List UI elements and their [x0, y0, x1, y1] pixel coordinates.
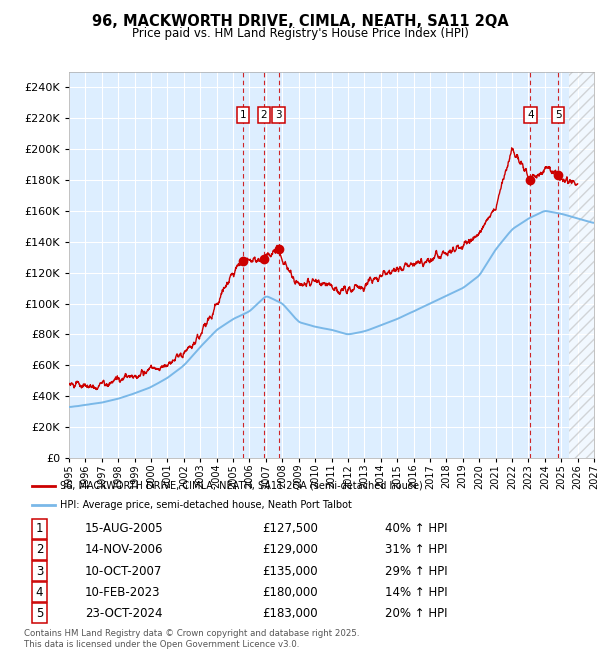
Text: 96, MACKWORTH DRIVE, CIMLA, NEATH, SA11 2QA (semi-detached house): 96, MACKWORTH DRIVE, CIMLA, NEATH, SA11 …	[60, 481, 423, 491]
Text: 1: 1	[36, 522, 43, 535]
Text: 10-FEB-2023: 10-FEB-2023	[85, 586, 161, 599]
Text: 31% ↑ HPI: 31% ↑ HPI	[385, 543, 447, 556]
Text: HPI: Average price, semi-detached house, Neath Port Talbot: HPI: Average price, semi-detached house,…	[60, 500, 352, 510]
Text: 10-OCT-2007: 10-OCT-2007	[85, 564, 163, 577]
Text: £183,000: £183,000	[263, 607, 318, 620]
Text: 29% ↑ HPI: 29% ↑ HPI	[385, 564, 448, 577]
Text: 40% ↑ HPI: 40% ↑ HPI	[385, 522, 447, 535]
Text: 2: 2	[260, 110, 267, 120]
Text: 23-OCT-2024: 23-OCT-2024	[85, 607, 163, 620]
Text: £129,000: £129,000	[263, 543, 319, 556]
Text: Contains HM Land Registry data © Crown copyright and database right 2025.
This d: Contains HM Land Registry data © Crown c…	[24, 629, 359, 649]
Text: 5: 5	[555, 110, 562, 120]
Text: 20% ↑ HPI: 20% ↑ HPI	[385, 607, 447, 620]
Bar	[569, 56, 594, 458]
Text: 3: 3	[36, 564, 43, 577]
Text: 15-AUG-2005: 15-AUG-2005	[85, 522, 164, 535]
Text: Price paid vs. HM Land Registry's House Price Index (HPI): Price paid vs. HM Land Registry's House …	[131, 27, 469, 40]
Text: 5: 5	[36, 607, 43, 620]
Text: 14% ↑ HPI: 14% ↑ HPI	[385, 586, 448, 599]
Text: £180,000: £180,000	[263, 586, 318, 599]
Text: 96, MACKWORTH DRIVE, CIMLA, NEATH, SA11 2QA: 96, MACKWORTH DRIVE, CIMLA, NEATH, SA11 …	[92, 14, 508, 29]
Text: £127,500: £127,500	[263, 522, 319, 535]
Text: 1: 1	[240, 110, 247, 120]
Text: 3: 3	[275, 110, 282, 120]
Text: 2: 2	[36, 543, 43, 556]
Text: 4: 4	[36, 586, 43, 599]
Text: 14-NOV-2006: 14-NOV-2006	[85, 543, 164, 556]
Text: 4: 4	[527, 110, 533, 120]
Text: £135,000: £135,000	[263, 564, 318, 577]
